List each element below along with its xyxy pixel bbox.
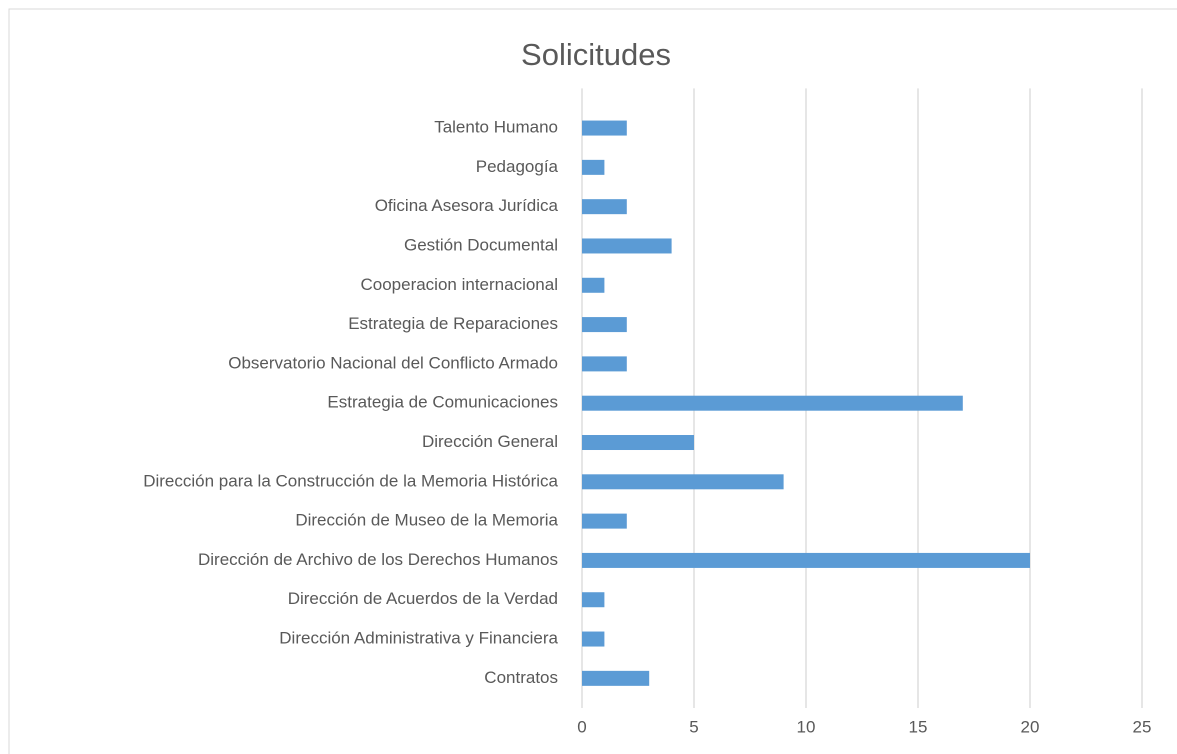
y-tick-label: Observatorio Nacional del Conflicto Arma… xyxy=(228,353,558,372)
y-tick-label: Dirección de Museo de la Memoria xyxy=(295,511,558,530)
chart-title: Solicitudes xyxy=(521,37,671,72)
bar xyxy=(582,435,694,451)
bar xyxy=(582,670,650,686)
bar xyxy=(582,159,605,175)
y-tick-label: Oficina Asesora Jurídica xyxy=(375,196,559,215)
y-tick-label: Dirección Administrativa y Financiera xyxy=(279,629,558,648)
bar xyxy=(582,395,963,411)
bar xyxy=(582,474,784,490)
y-tick-label: Dirección de Acuerdos de la Verdad xyxy=(288,589,558,608)
bar xyxy=(582,356,627,372)
y-tick-label: Dirección para la Construcción de la Mem… xyxy=(143,471,558,490)
bar xyxy=(582,592,605,608)
bar xyxy=(582,120,627,136)
bar xyxy=(582,631,605,647)
x-tick-label: 25 xyxy=(1133,717,1152,736)
y-tick-label: Cooperacion internacional xyxy=(360,275,558,294)
bar xyxy=(582,277,605,293)
bar xyxy=(582,317,627,333)
y-tick-label: Contratos xyxy=(484,668,558,687)
y-tick-label: Dirección de Archivo de los Derechos Hum… xyxy=(198,550,558,569)
bar xyxy=(582,199,627,215)
x-tick-label: 10 xyxy=(797,717,816,736)
y-tick-label: Gestión Documental xyxy=(404,235,558,254)
bar xyxy=(582,513,627,529)
y-tick-label: Estrategia de Reparaciones xyxy=(348,314,558,333)
x-tick-label: 5 xyxy=(689,717,698,736)
y-tick-label: Pedagogía xyxy=(476,157,559,176)
bar xyxy=(582,238,672,254)
x-tick-label: 15 xyxy=(909,717,928,736)
y-tick-label: Talento Humano xyxy=(434,118,558,137)
bar xyxy=(582,552,1030,568)
x-tick-label: 20 xyxy=(1021,717,1040,736)
y-tick-label: Dirección General xyxy=(422,432,558,451)
x-tick-label: 0 xyxy=(577,717,586,736)
y-tick-label: Estrategia de Comunicaciones xyxy=(327,393,558,412)
